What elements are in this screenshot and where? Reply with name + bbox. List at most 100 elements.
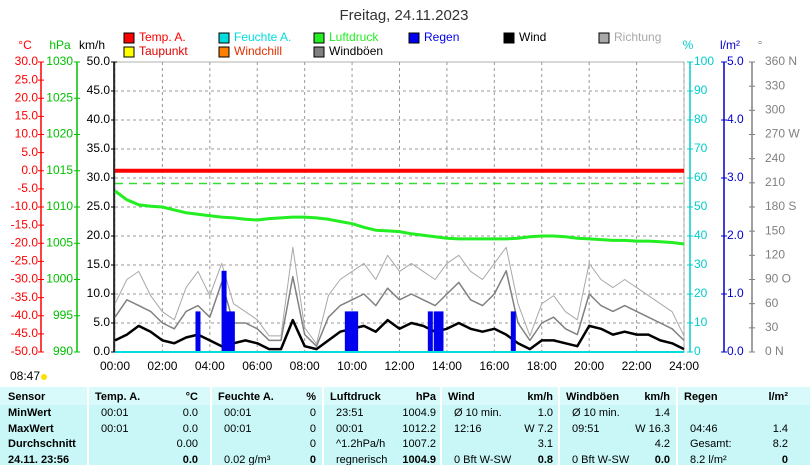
y-tick-label: 180 S bbox=[765, 199, 796, 213]
cell-value: 0 bbox=[309, 438, 316, 450]
y-tick-label: -15.0 bbox=[11, 217, 39, 231]
marker-dot bbox=[41, 374, 47, 380]
axis-title: hPa bbox=[49, 38, 71, 52]
y-tick-label: 20.0 bbox=[15, 90, 39, 104]
y-tick-label: 100 bbox=[694, 54, 714, 68]
legend-swatch bbox=[123, 46, 135, 58]
y-tick-label: 0.0 bbox=[93, 344, 110, 358]
x-tick-label: 18:00 bbox=[527, 359, 557, 373]
axis-title: l/m² bbox=[720, 38, 740, 52]
y-tick-label: 30.0 bbox=[87, 170, 111, 184]
y-tick-label: -45.0 bbox=[11, 326, 39, 340]
cell-value: 0 bbox=[781, 454, 788, 465]
y-tick-label: 25.0 bbox=[87, 199, 111, 213]
cell-left: 00:01 bbox=[224, 423, 252, 435]
y-tick-label: 10 bbox=[694, 315, 708, 329]
cell-left: 0 Bft W-SW bbox=[572, 454, 630, 465]
y-tick-label: -10.0 bbox=[11, 199, 39, 213]
y-tick-label: 1.0 bbox=[727, 286, 744, 300]
y-tick-label: 60 bbox=[694, 170, 708, 184]
row-label: Durchschnitt bbox=[8, 438, 76, 450]
header-unit: % bbox=[306, 391, 316, 403]
y-tick-label: 90 bbox=[694, 83, 708, 97]
y-tick-label: 120 bbox=[765, 248, 785, 262]
y-tick-label: -30.0 bbox=[11, 272, 39, 286]
cell-value: 1007.2 bbox=[402, 438, 436, 450]
y-tick-label: 1020 bbox=[46, 127, 73, 141]
column-separator bbox=[440, 387, 442, 465]
cell-value: W 16.3 bbox=[635, 423, 670, 435]
y-tick-label: 0 bbox=[694, 344, 701, 358]
x-tick-label: 14:00 bbox=[432, 359, 462, 373]
y-tick-label: 330 bbox=[765, 78, 785, 92]
cell-left: 23:51 bbox=[336, 407, 364, 419]
column-separator bbox=[322, 387, 324, 465]
y-tick-label: 40.0 bbox=[87, 112, 111, 126]
y-tick-label: 25.0 bbox=[15, 72, 39, 86]
y-tick-label: 35.0 bbox=[87, 141, 111, 155]
cell-left: 12:16 bbox=[454, 423, 482, 435]
rain-bar bbox=[433, 311, 439, 352]
cell-value: 0.0 bbox=[182, 454, 198, 465]
cell-left: Ø 10 min. bbox=[454, 407, 502, 419]
y-tick-label: 360 N bbox=[765, 54, 797, 68]
y-tick-label: 0.0 bbox=[21, 163, 38, 177]
header-cell: Regen bbox=[684, 391, 718, 403]
rain-bar bbox=[353, 311, 359, 352]
x-tick-label: 02:00 bbox=[147, 359, 177, 373]
rain-bar bbox=[229, 311, 235, 352]
header-unit: km/h bbox=[644, 391, 670, 403]
cell-value: 4.2 bbox=[654, 438, 670, 450]
y-tick-label: 0 N bbox=[765, 344, 784, 358]
cell-value: 0.0 bbox=[654, 454, 670, 465]
y-tick-label: 80 bbox=[694, 112, 708, 126]
rain-bar bbox=[510, 311, 516, 352]
cell-value: 0 bbox=[309, 454, 316, 465]
y-tick-label: 20.0 bbox=[87, 228, 111, 242]
cell-left: Gesamt: bbox=[690, 438, 732, 450]
y-tick-label: 210 bbox=[765, 175, 785, 189]
cell-value: 1012.2 bbox=[402, 423, 436, 435]
y-tick-label: 90 O bbox=[765, 272, 791, 286]
legend-label: Taupunkt bbox=[139, 44, 188, 58]
y-tick-label: 60 bbox=[765, 296, 779, 310]
row-label: MinWert bbox=[8, 407, 52, 419]
y-tick-label: 4.0 bbox=[727, 112, 744, 126]
cell-value: 3.1 bbox=[537, 438, 553, 450]
axis-title: % bbox=[683, 38, 694, 52]
x-tick-label: 08:00 bbox=[290, 359, 320, 373]
y-tick-label: 1025 bbox=[46, 90, 73, 104]
rain-bar bbox=[427, 311, 433, 352]
y-tick-label: 995 bbox=[53, 308, 73, 322]
header-cell: Wind bbox=[448, 391, 475, 403]
y-tick-label: 270 W bbox=[765, 127, 800, 141]
y-tick-label: 15.0 bbox=[15, 109, 39, 123]
column-separator bbox=[87, 387, 89, 465]
rain-bar bbox=[225, 311, 231, 352]
x-tick-label: 20:00 bbox=[574, 359, 604, 373]
y-tick-label: 1010 bbox=[46, 199, 73, 213]
legend-swatch bbox=[408, 32, 420, 44]
row-label: MaxWert bbox=[8, 423, 54, 435]
legend-label: Feuchte A. bbox=[234, 30, 291, 44]
rain-bar bbox=[221, 270, 227, 352]
legend-label: Windböen bbox=[329, 44, 383, 58]
series-line bbox=[114, 318, 685, 351]
cell-left: ^1.2hPa/h bbox=[336, 438, 386, 450]
x-tick-label: 10:00 bbox=[337, 359, 367, 373]
legend-swatch bbox=[598, 32, 610, 44]
column-separator bbox=[676, 387, 678, 465]
x-tick-label: 24:00 bbox=[669, 359, 699, 373]
header-unit: l/m² bbox=[768, 391, 788, 403]
y-tick-label: -40.0 bbox=[11, 308, 39, 322]
column-separator bbox=[210, 387, 212, 465]
axis-title: km/h bbox=[79, 38, 105, 52]
x-tick-label: 12:00 bbox=[384, 359, 414, 373]
cell-value: 0.0 bbox=[182, 407, 198, 419]
legend-label: Temp. A. bbox=[139, 30, 186, 44]
y-tick-label: -50.0 bbox=[11, 344, 39, 358]
series-line bbox=[114, 246, 685, 345]
rain-bar bbox=[344, 311, 350, 352]
header-cell: Sensor bbox=[8, 391, 46, 403]
